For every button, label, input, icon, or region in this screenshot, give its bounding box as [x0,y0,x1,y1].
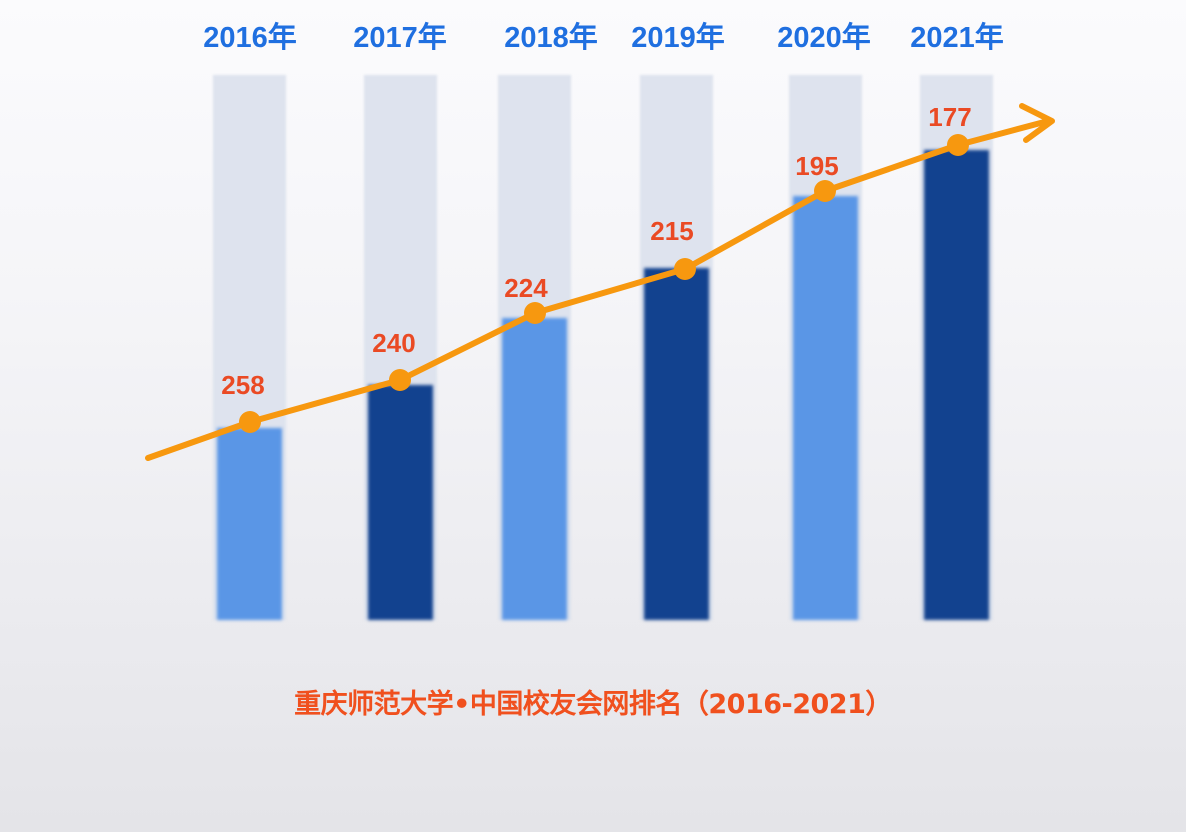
point-2019 [674,258,696,280]
value-label-2016: 258 [221,370,265,400]
value-label-2019: 215 [650,216,694,246]
bar-2020 [793,196,858,620]
point-2018 [524,302,546,324]
chart-title: 重庆师范大学•中国校友会网排名（2016-2021） [294,689,892,720]
bar-track-2019 [640,75,713,620]
bar-track-2021 [920,75,993,620]
value-label-2020: 195 [795,151,839,181]
bar-track-2017 [364,75,437,620]
bar-2021 [924,150,989,620]
value-label-2021: 177 [928,102,972,132]
value-label-2018: 224 [504,273,548,303]
point-2021 [947,134,969,156]
value-label-2017: 240 [372,328,416,358]
point-2016 [239,411,261,433]
bar-2018 [502,318,567,620]
year-label-2016: 2016年 [203,22,297,54]
bar-2017 [368,385,433,620]
bar-2016 [217,428,282,620]
arrow-icon [1019,103,1055,143]
year-label-2018: 2018年 [504,22,598,54]
bar-track-2018 [498,75,571,620]
year-label-2020: 2020年 [777,22,871,54]
bar-track-2016 [213,75,286,620]
point-2020 [814,180,836,202]
bar-track-2020 [789,75,862,620]
point-2017 [389,369,411,391]
bar-2019 [644,268,709,620]
year-label-2019: 2019年 [631,22,725,54]
year-label-2021: 2021年 [910,22,1004,54]
year-label-2017: 2017年 [353,22,447,54]
